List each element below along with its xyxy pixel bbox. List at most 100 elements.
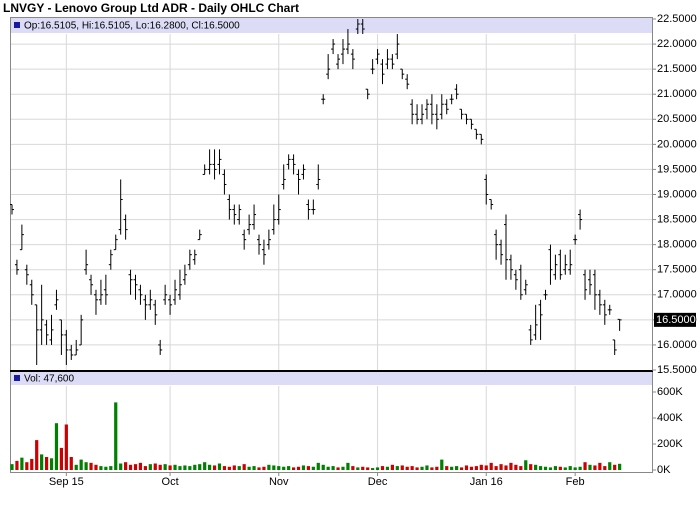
volume-bar [608, 462, 612, 470]
y-tick-label: 17.0000 [657, 289, 697, 301]
volume-bar [336, 467, 340, 470]
volume-bar [420, 466, 424, 470]
y-tick-label: 20.0000 [657, 138, 697, 150]
volume-bar [558, 466, 562, 470]
volume-bar [247, 466, 251, 470]
volume-bar [124, 462, 128, 470]
x-tick-label: Nov [269, 476, 289, 488]
y-tick-label: 18.0000 [657, 239, 697, 251]
volume-bar [568, 466, 572, 470]
volume-bar [262, 466, 266, 470]
x-tick-label: Jan 16 [470, 476, 503, 488]
volume-bar [489, 462, 493, 470]
volume-info-bar [11, 372, 652, 385]
volume-info: Vol: 47,600 [24, 374, 74, 385]
volume-bar [484, 465, 488, 470]
volume-bar [494, 466, 498, 470]
volume-bar [163, 464, 167, 470]
volume-bar [440, 459, 444, 470]
last-price-tag [654, 312, 696, 327]
volume-bar [99, 466, 103, 470]
volume-bar [455, 466, 459, 470]
volume-bar [252, 466, 256, 470]
volume-bar [380, 466, 385, 470]
y-tick-label: 18.5000 [657, 213, 697, 225]
info-bar [11, 18, 652, 33]
volume-bar [272, 465, 276, 470]
volume-bar [529, 464, 533, 470]
volume-bar [410, 466, 414, 470]
volume-bar [237, 466, 241, 470]
volume-bar [534, 464, 538, 470]
volume-bar [20, 457, 24, 470]
volume-bar [30, 458, 34, 470]
volume-bar [514, 464, 518, 470]
volume-bar [519, 466, 523, 470]
last-price-label: 16.5000 [656, 314, 696, 326]
volume-bar [548, 467, 553, 470]
y-tick-label: 400K [657, 412, 683, 424]
volume-bar [153, 463, 157, 470]
volume-bar [212, 465, 217, 470]
y-tick-label: 19.5000 [657, 163, 697, 175]
volume-bar [400, 465, 404, 470]
y-tick-label: 22.5000 [657, 13, 697, 25]
volume-bar [59, 447, 63, 470]
y-tick-label: 16.0000 [657, 339, 697, 351]
volume-bar [504, 465, 508, 470]
volume-bar [361, 466, 365, 470]
volume-bar [499, 464, 503, 470]
volume-bar [578, 466, 582, 470]
volume-bar [257, 467, 261, 470]
volume-bar [588, 464, 592, 470]
volume-bar [356, 467, 360, 470]
y-tick-label: 200K [657, 438, 683, 450]
volume-bar [282, 466, 286, 470]
volume-bar [351, 466, 355, 470]
volume-bar [10, 464, 14, 470]
volume-bar [459, 467, 464, 470]
volume-bar [119, 463, 123, 470]
volume-bar [74, 464, 78, 470]
volume-bar [54, 423, 59, 470]
volume-bar [158, 464, 162, 470]
volume-bar [148, 464, 152, 470]
volume-bar [277, 466, 281, 470]
volume-bar [44, 457, 49, 470]
volume-bar [598, 462, 602, 470]
volume-bar [474, 466, 478, 470]
ohlc-info: Op:16.5105, Hi:16.5105, Lo:16.2800, Cl:1… [24, 21, 240, 32]
volume-bar [346, 462, 350, 470]
volume-bar [326, 466, 330, 470]
volume-bar [311, 466, 315, 470]
x-tick-label: Feb [566, 476, 585, 488]
volume-bar [341, 466, 345, 470]
volume-bar [543, 466, 548, 470]
volume-bar [509, 462, 513, 470]
volume-bar [415, 467, 419, 470]
volume-bar [306, 466, 310, 470]
volume-bar [133, 464, 138, 470]
volume-bar [405, 466, 409, 470]
volume-bar [553, 466, 557, 470]
volume-bar [395, 466, 399, 470]
volume-bar [613, 464, 617, 470]
volume-bar [114, 402, 118, 470]
volume-bar [603, 466, 607, 470]
volume-bar [15, 460, 19, 470]
volume-bar [469, 466, 474, 470]
volume-bar [69, 457, 73, 470]
volume-bar [89, 462, 93, 470]
volume-bar [193, 464, 197, 470]
volume-bar [450, 466, 454, 470]
volume-bar [109, 466, 113, 470]
volume-bar [538, 466, 543, 470]
y-tick-label: 0K [657, 464, 671, 476]
volume-bar [479, 464, 483, 470]
y-tick-label: 21.5000 [657, 63, 697, 75]
y-tick-label: 15.5000 [657, 364, 697, 376]
volume-bar [371, 468, 375, 470]
volume-bar [287, 466, 291, 470]
chart-title: LNVGY - Lenovo Group Ltd ADR - Daily OHL… [3, 1, 299, 15]
